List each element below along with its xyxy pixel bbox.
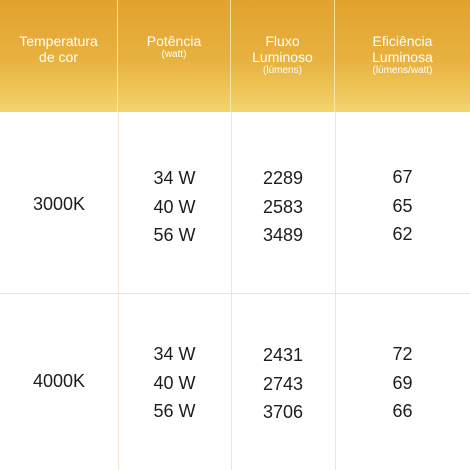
column-divider [231, 112, 232, 470]
row-2-power-value: 56 W [153, 401, 196, 421]
row-2-flux: 2431 2743 3706 [231, 341, 335, 427]
row-2-power-value: 34 W [153, 344, 196, 364]
header-temperature-line2: de cor [39, 49, 78, 65]
row-2-flux-value: 2431 [262, 345, 304, 365]
row-1-efficiency-value: 67 [392, 167, 413, 187]
table-header: Temperatura de cor Potência (watt) Fluxo… [0, 0, 470, 112]
row-1-flux-value: 3489 [262, 225, 304, 245]
header-flux-line1: Fluxo [265, 33, 300, 49]
row-1-power-value: 56 W [153, 225, 196, 245]
row-2-efficiency: 72 69 66 [335, 340, 470, 426]
row-2-flux-value: 3706 [262, 402, 304, 422]
column-divider [335, 112, 336, 470]
row-2-flux-value: 2743 [262, 373, 304, 394]
header-power-line1: Potência [146, 33, 202, 49]
header-efficiency-line2: Luminosa [372, 49, 433, 65]
row-2-efficiency-value: 66 [392, 401, 413, 421]
row-1-flux-value: 2289 [262, 168, 304, 188]
row-2-efficiency-value: 72 [392, 344, 413, 364]
row-1-efficiency-value: 62 [392, 224, 413, 244]
header-efficiency: Eficiência Luminosa (lúmens/watt) [335, 0, 470, 112]
header-flux-line2: Luminoso [252, 49, 313, 65]
row-1-power: 34 W 40 W 56 W [118, 164, 231, 250]
row-1-flux-value: 2583 [262, 196, 304, 217]
header-efficiency-unit: (lúmens/watt) [372, 65, 433, 76]
row-1-efficiency: 67 65 62 [335, 163, 470, 249]
column-divider [118, 112, 119, 470]
row-1-flux: 2289 2583 3489 [231, 164, 335, 250]
row-2-power-value: 40 W [153, 372, 196, 393]
header-efficiency-line1: Eficiência [372, 33, 433, 49]
row-1-power-value: 34 W [153, 168, 196, 188]
row-1-power-value: 40 W [153, 196, 196, 217]
row-2-temperature: 4000K [32, 371, 86, 391]
header-temperature: Temperatura de cor [0, 0, 118, 112]
row-1-efficiency-value: 65 [392, 195, 413, 216]
row-2-power: 34 W 40 W 56 W [118, 340, 231, 426]
header-power: Potência (watt) [118, 0, 231, 112]
row-1-temperature: 3000K [32, 194, 86, 214]
header-power-unit: (watt) [161, 49, 187, 60]
header-flux-unit: (lúmens) [263, 65, 302, 76]
header-temperature-line1: Temperatura [19, 33, 98, 49]
header-flux: Fluxo Luminoso (lúmens) [231, 0, 335, 112]
row-2-efficiency-value: 69 [392, 372, 413, 393]
row-divider [0, 293, 470, 294]
